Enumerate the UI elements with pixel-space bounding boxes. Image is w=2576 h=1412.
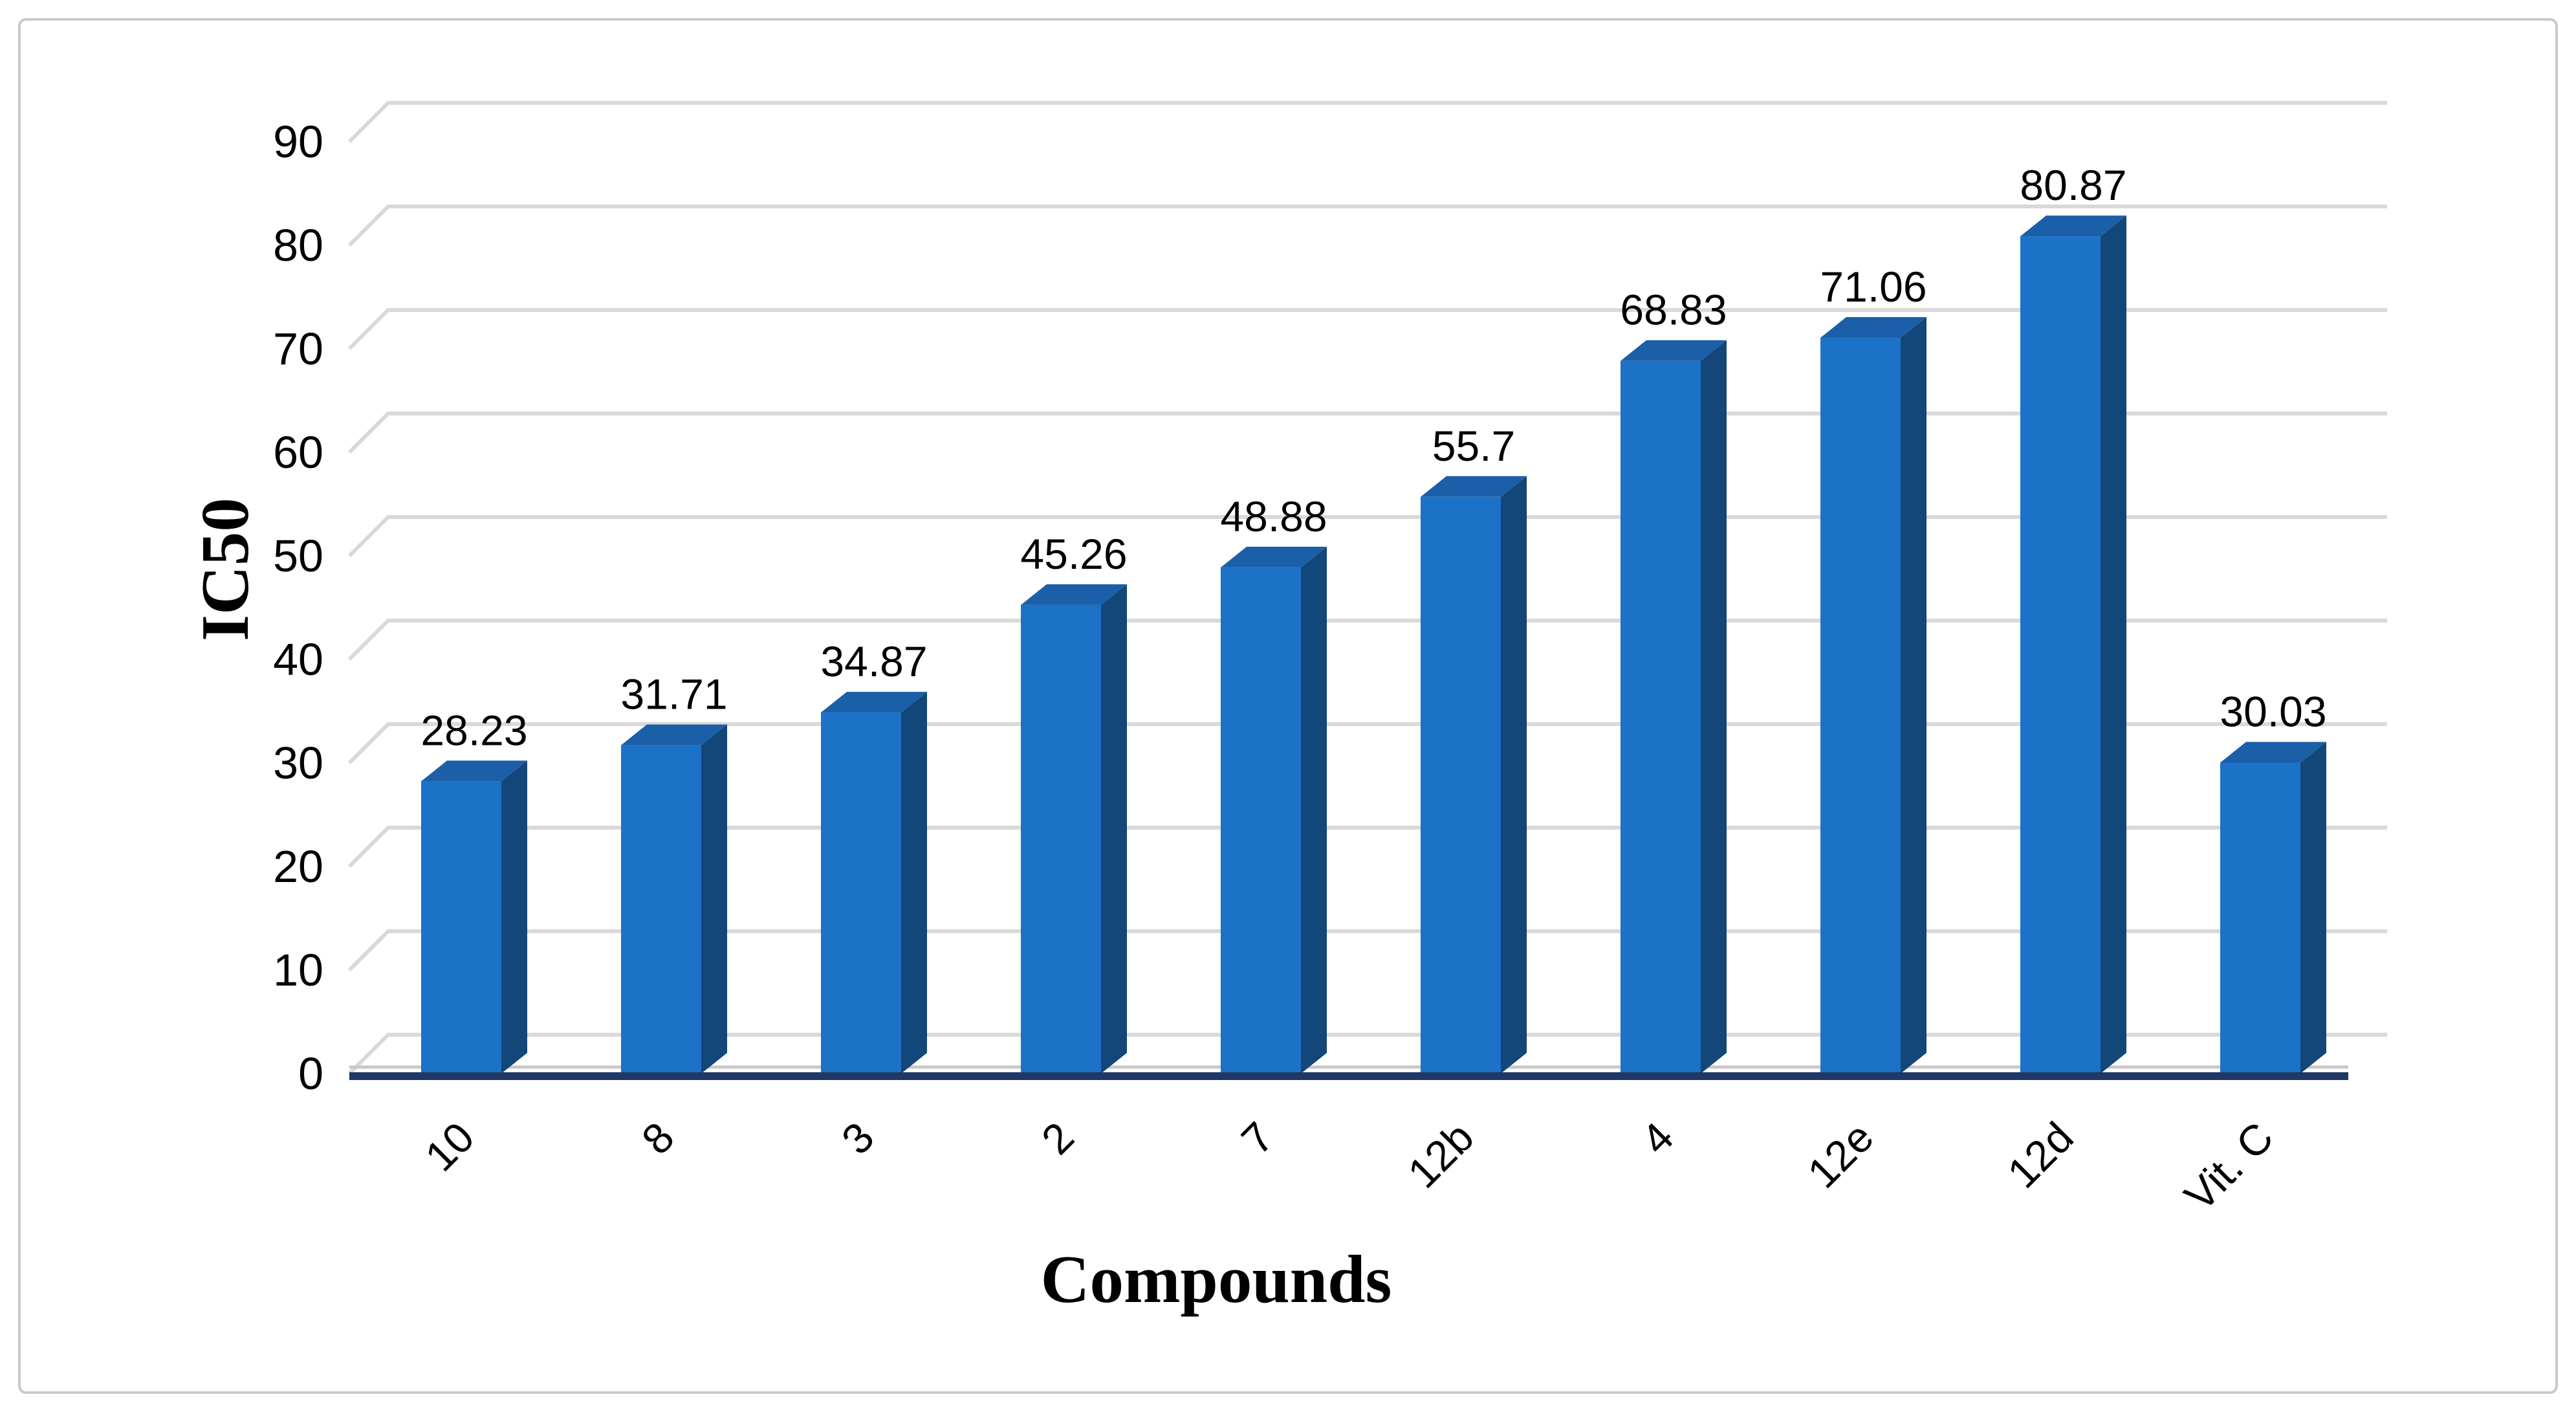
bar-top-face: [2220, 742, 2326, 763]
bar-value-label: 55.7: [1432, 422, 1515, 470]
bar-value-label: 30.03: [2220, 688, 2326, 736]
bar-7: [1221, 546, 1327, 1074]
bar-4: [1621, 340, 1727, 1074]
bar-front-face: [421, 781, 501, 1074]
bar-front-face: [1621, 360, 1701, 1074]
bar-front-face: [1820, 338, 1901, 1074]
x-axis-title: Compounds: [1041, 1241, 1392, 1317]
y-axis-tick-labels: 0 10 20 30 40 50 60 70 80 90: [273, 116, 323, 1099]
bar-top-face: [1820, 317, 1927, 338]
bar-2: [1021, 584, 1127, 1074]
y-axis-title: IC50: [187, 498, 263, 641]
bar-side-face: [2300, 742, 2326, 1074]
y-tick-label: 50: [273, 531, 323, 581]
bar-12e: [1820, 317, 1927, 1074]
y-tick-label: 80: [273, 220, 323, 270]
bar-top-face: [821, 692, 927, 713]
bar-front-face: [1421, 496, 1501, 1074]
bar-side-face: [701, 724, 727, 1074]
gridline: [347, 308, 2387, 351]
bar-side-face: [901, 692, 927, 1074]
bar-top-face: [1621, 340, 1727, 361]
bar-front-face: [821, 712, 901, 1074]
bar-side-face: [1701, 340, 1727, 1074]
bar-front-face: [1021, 604, 1101, 1074]
bar-side-face: [1301, 546, 1327, 1074]
bar-front-face: [2220, 762, 2300, 1074]
bar-side-face: [1501, 476, 1527, 1074]
y-tick-label: 40: [273, 634, 323, 685]
bar-12b: [1421, 476, 1527, 1074]
gridline: [347, 204, 2387, 247]
y-tick-label: 60: [273, 427, 323, 478]
bar-8: [621, 724, 727, 1074]
bar-top-face: [1021, 584, 1127, 605]
bar-value-label: 34.87: [820, 637, 927, 685]
bar-front-face: [2020, 236, 2101, 1074]
bar-value-label: 28.23: [420, 706, 527, 754]
y-tick-label: 90: [273, 116, 323, 167]
bar-front-face: [1221, 567, 1301, 1074]
y-tick-label: 20: [273, 841, 323, 892]
bar-12d: [2020, 215, 2126, 1074]
bar-value-label: 68.83: [1620, 286, 1727, 334]
bar-value-label: 31.71: [620, 670, 727, 718]
y-tick-label: 0: [298, 1048, 323, 1099]
bar-top-face: [1421, 476, 1527, 497]
y-tick-label: 30: [273, 738, 323, 788]
bar-side-face: [2101, 215, 2126, 1074]
bar-top-face: [421, 760, 527, 782]
bar-top-face: [621, 724, 727, 745]
bar-side-face: [501, 760, 527, 1074]
bar-side-face: [1901, 317, 1927, 1074]
y-tick-label: 10: [273, 945, 323, 995]
bar-value-label: 71.06: [1820, 263, 1927, 311]
bar-3: [821, 692, 927, 1074]
gridline: [347, 101, 2387, 144]
bar-top-face: [1221, 546, 1327, 568]
y-tick-label: 70: [273, 324, 323, 374]
bar-value-label: 80.87: [2020, 161, 2126, 209]
bar-Vit. C: [2220, 742, 2326, 1074]
bar-side-face: [1101, 584, 1127, 1074]
bar-top-face: [2020, 215, 2126, 237]
bar-value-label: 48.88: [1220, 492, 1327, 540]
bar-value-label: 45.26: [1020, 530, 1127, 578]
bar-value-labels: 28.23 31.71 34.87 45.26 48.88 55.7 68.83 71.06 8…: [420, 161, 2326, 754]
bar-front-face: [621, 745, 701, 1074]
bar-series: [421, 215, 2326, 1074]
bar-10: [421, 760, 527, 1074]
